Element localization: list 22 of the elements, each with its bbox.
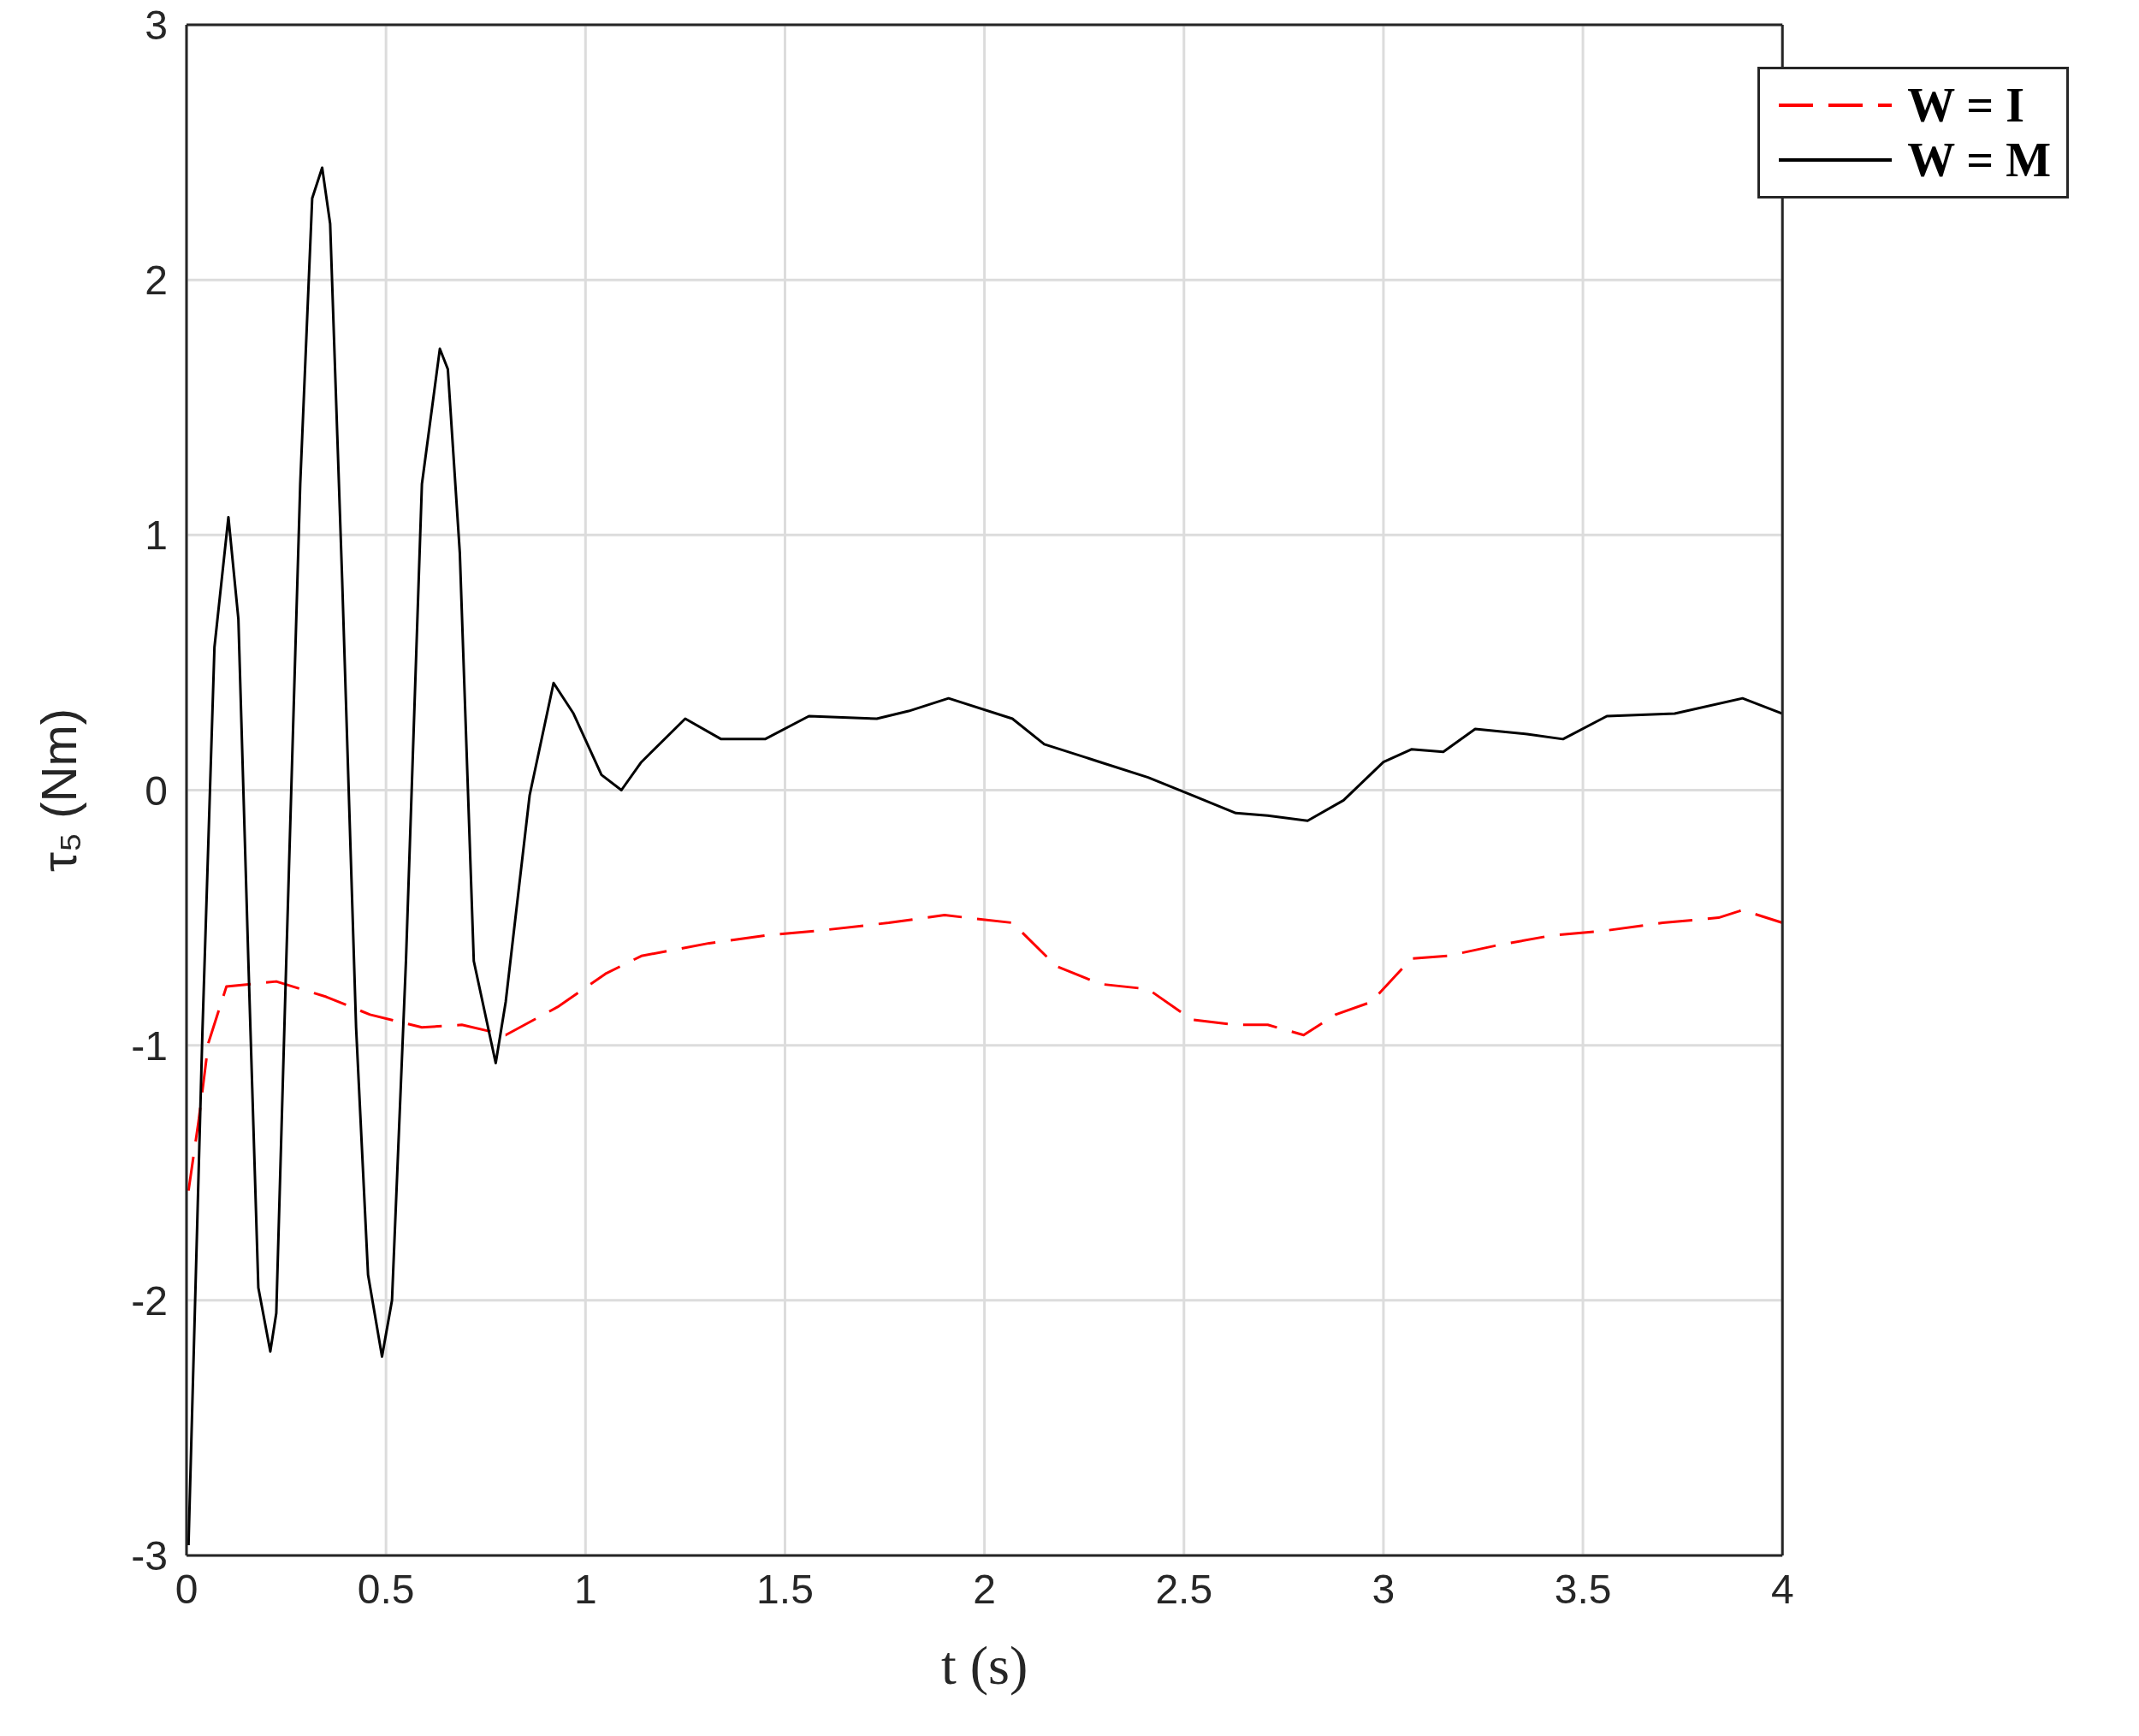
y-tick-label: 3 [145, 3, 168, 49]
x-tick-label: 3.5 [1554, 1567, 1612, 1613]
x-axis-title: t (s) [940, 1635, 1028, 1696]
line-series [187, 909, 1783, 1193]
y-tick-label: -3 [131, 1533, 168, 1579]
x-tick-label: 0.5 [357, 1567, 415, 1613]
x-tick-label: 1.5 [756, 1567, 814, 1613]
x-tick-label: 2 [973, 1567, 996, 1613]
y-tick-label: -1 [131, 1022, 168, 1069]
legend-label: W = I [1907, 78, 2024, 133]
x-tick-label: 0 [175, 1567, 198, 1613]
x-tick-label: 2.5 [1155, 1567, 1213, 1613]
x-tick-label: 3 [1372, 1567, 1395, 1613]
x-tick-label: 1 [573, 1567, 597, 1613]
y-tick-label: 1 [145, 513, 168, 559]
y-tick-label: -2 [131, 1277, 168, 1324]
y-axis-title: τ₅ (Nm) [30, 708, 86, 873]
x-tick-label: 4 [1770, 1567, 1794, 1613]
legend-label: W = M [1907, 133, 2051, 187]
y-tick-label: 2 [145, 258, 168, 304]
y-tick-label: 0 [145, 767, 168, 814]
line-series [187, 166, 1783, 1547]
